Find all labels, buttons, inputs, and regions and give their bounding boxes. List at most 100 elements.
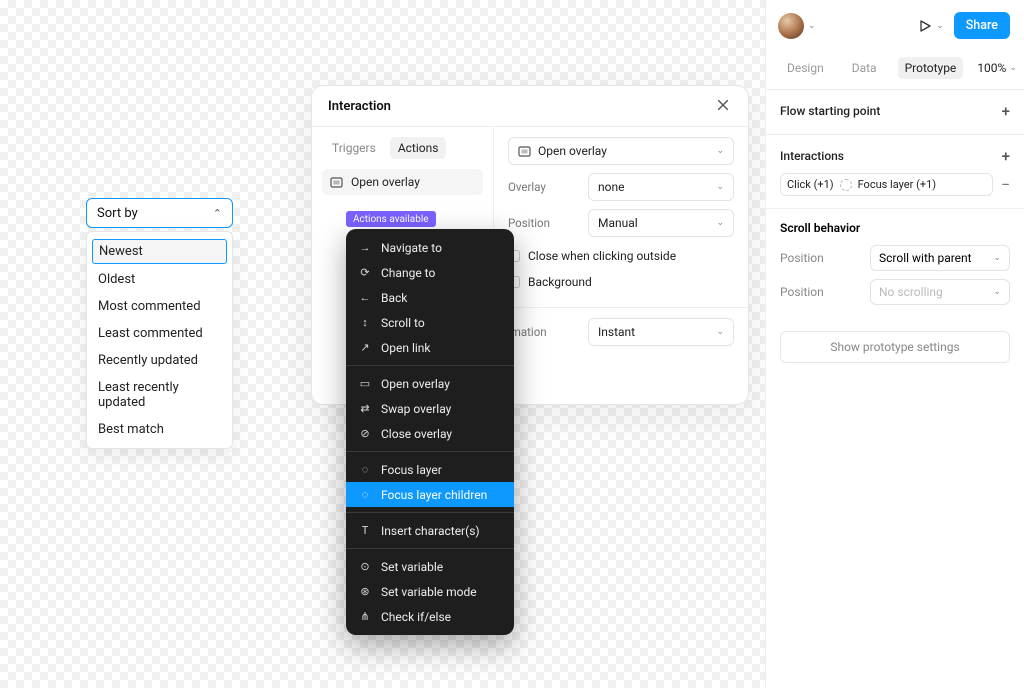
menu-separator bbox=[346, 365, 514, 366]
scroll-position2-value: No scrolling bbox=[879, 285, 943, 299]
action-icon: ↗ bbox=[358, 341, 372, 354]
actions-menu-item[interactable]: ⟳ Change to bbox=[346, 260, 514, 285]
actions-menu-label: Set variable bbox=[381, 560, 443, 574]
overlay-icon bbox=[330, 176, 343, 189]
actions-menu-label: Navigate to bbox=[381, 241, 442, 255]
actions-menu-item[interactable]: ⊛Set variable mode bbox=[346, 579, 514, 604]
right-sidebar: ⌄ ⌄ Share Design Data Prototype 100% ⌄ F… bbox=[765, 0, 1024, 688]
background-row[interactable]: Background bbox=[508, 275, 734, 301]
scroll-position2-select[interactable]: No scrolling ⌄ bbox=[870, 279, 1010, 305]
present-button[interactable]: ⌄ bbox=[917, 18, 944, 34]
chevron-down-icon: ⌄ bbox=[993, 253, 1001, 263]
flow-title: Flow starting point bbox=[780, 104, 880, 118]
action-icon: ⟳ bbox=[358, 266, 372, 279]
animation-label: imation bbox=[508, 325, 578, 339]
action-type-select[interactable]: Open overlay ⌄ bbox=[508, 137, 734, 165]
divider bbox=[494, 307, 748, 308]
actions-menu-item[interactable]: ⇄ Swap overlay bbox=[346, 396, 514, 421]
actions-menu-label: Set variable mode bbox=[381, 585, 477, 599]
close-outside-row[interactable]: Close when clicking outside bbox=[508, 245, 734, 275]
add-flow-button[interactable]: + bbox=[1002, 102, 1010, 120]
scroll-behavior-section: Scroll behavior Position Scroll with par… bbox=[766, 209, 1024, 325]
add-interaction-button[interactable]: + bbox=[1002, 147, 1010, 165]
action-type-value: Open overlay bbox=[538, 144, 607, 158]
action-row-open-overlay[interactable]: Open overlay bbox=[322, 169, 483, 195]
actions-menu-label: Back bbox=[381, 291, 407, 305]
chevron-down-icon: ⌄ bbox=[716, 146, 724, 156]
scroll-position-label: Position bbox=[780, 251, 824, 265]
sortby-item-recently-updated[interactable]: Recently updated bbox=[87, 347, 232, 374]
interaction-panel-title: Interaction bbox=[328, 99, 391, 114]
position-label: Position bbox=[508, 216, 578, 230]
overlay-value: none bbox=[598, 180, 624, 194]
tab-actions[interactable]: Actions bbox=[390, 137, 447, 159]
action-row-label: Open overlay bbox=[351, 175, 420, 189]
sortby-item-most-commented[interactable]: Most commented bbox=[87, 293, 232, 320]
sortby-list: Newest Oldest Most commented Least comme… bbox=[86, 231, 233, 449]
actions-menu-item[interactable]: ◌Focus layer bbox=[346, 457, 514, 482]
background-label: Background bbox=[528, 275, 592, 289]
chevron-down-icon: ⌄ bbox=[808, 21, 816, 31]
interaction-right-column: Open overlay ⌄ Overlay none ⌄ Position M… bbox=[494, 127, 748, 402]
sortby-item-oldest[interactable]: Oldest bbox=[87, 266, 232, 293]
actions-menu-label: Open overlay bbox=[381, 377, 450, 391]
actions-menu-label: Focus layer children bbox=[381, 488, 487, 502]
overlay-icon bbox=[518, 145, 531, 158]
avatar bbox=[778, 13, 804, 39]
action-icon: ▭ bbox=[358, 377, 372, 390]
interactions-title: Interactions bbox=[780, 149, 844, 163]
actions-menu-item[interactable]: → Navigate to bbox=[346, 235, 514, 260]
tab-triggers[interactable]: Triggers bbox=[324, 137, 384, 159]
action-icon: ↕ bbox=[358, 316, 372, 329]
sortby-item-least-recently-updated[interactable]: Least recently updated bbox=[87, 374, 232, 416]
chevron-down-icon: ⌄ bbox=[716, 218, 724, 228]
animation-select[interactable]: Instant ⌄ bbox=[588, 318, 734, 346]
position-select[interactable]: Manual ⌄ bbox=[588, 209, 734, 237]
actions-menu-item[interactable]: ↗Open link bbox=[346, 335, 514, 360]
actions-menu-item[interactable]: ⋔Check if/else bbox=[346, 604, 514, 629]
zoom-menu[interactable]: 100% ⌄ bbox=[977, 61, 1017, 75]
action-icon: ◌ bbox=[358, 488, 372, 501]
share-button[interactable]: Share bbox=[954, 12, 1010, 39]
interactions-section: Interactions + Click (+1) Focus layer (+… bbox=[766, 135, 1024, 209]
chevron-down-icon: ⌄ bbox=[716, 327, 724, 337]
chevron-up-icon: ⌃ bbox=[213, 207, 222, 220]
action-icon: ⋔ bbox=[358, 610, 372, 623]
action-icon: T bbox=[358, 524, 372, 537]
sortby-item-newest[interactable]: Newest bbox=[92, 239, 227, 264]
menu-separator bbox=[346, 548, 514, 549]
actions-menu-item[interactable]: ⊙Set variable bbox=[346, 554, 514, 579]
close-icon[interactable] bbox=[716, 98, 732, 114]
chip-focus-layer: Focus layer (+1) bbox=[858, 178, 937, 191]
menu-separator bbox=[346, 512, 514, 513]
action-icon: ⇄ bbox=[358, 402, 372, 415]
interaction-chip[interactable]: Click (+1) Focus layer (+1) bbox=[780, 173, 993, 196]
sortby-item-best-match[interactable]: Best match bbox=[87, 416, 232, 443]
actions-menu-item[interactable]: ◌ Focus layer children bbox=[346, 482, 514, 507]
actions-menu-item[interactable]: ←Back bbox=[346, 285, 514, 310]
sortby-item-least-commented[interactable]: Least commented bbox=[87, 320, 232, 347]
scroll-position-select[interactable]: Scroll with parent ⌄ bbox=[870, 245, 1010, 271]
tab-prototype[interactable]: Prototype bbox=[898, 57, 964, 79]
tab-design[interactable]: Design bbox=[780, 57, 831, 79]
actions-menu-item[interactable]: TInsert character(s) bbox=[346, 518, 514, 543]
position-value: Manual bbox=[598, 216, 638, 230]
actions-menu-label: Change to bbox=[381, 266, 435, 280]
user-menu[interactable]: ⌄ bbox=[778, 13, 816, 39]
overlay-select[interactable]: none ⌄ bbox=[588, 173, 734, 201]
sortby-label: Sort by bbox=[97, 206, 138, 221]
tab-data[interactable]: Data bbox=[845, 57, 884, 79]
animation-value: Instant bbox=[598, 325, 635, 339]
actions-menu-label: Swap overlay bbox=[381, 402, 451, 416]
chip-separator-icon bbox=[840, 179, 852, 191]
action-icon: → bbox=[358, 241, 372, 254]
actions-menu-item[interactable]: ⊘Close overlay bbox=[346, 421, 514, 446]
sortby-trigger[interactable]: Sort by ⌃ bbox=[86, 198, 233, 228]
actions-menu-label: Close overlay bbox=[381, 427, 452, 441]
show-prototype-settings-button[interactable]: Show prototype settings bbox=[780, 331, 1010, 363]
actions-menu-item[interactable]: ▭ Open overlay bbox=[346, 371, 514, 396]
scroll-title: Scroll behavior bbox=[780, 221, 1010, 235]
actions-menu-item[interactable]: ↕Scroll to bbox=[346, 310, 514, 335]
remove-interaction-button[interactable]: − bbox=[1001, 177, 1010, 193]
scroll-position2-label: Position bbox=[780, 285, 824, 299]
